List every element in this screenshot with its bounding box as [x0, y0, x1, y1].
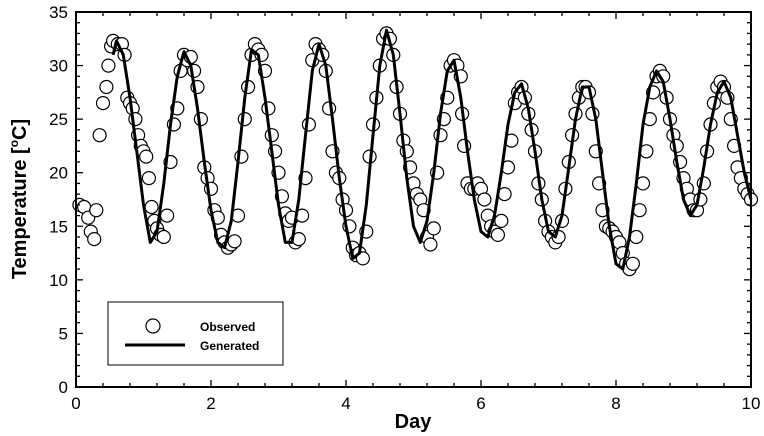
y-tick-label: 30 — [49, 57, 68, 76]
y-axis: 0 5 10 15 20 25 30 35 — [49, 3, 751, 397]
observed-point — [139, 149, 154, 164]
observed-point — [338, 203, 354, 218]
observed-point — [144, 199, 159, 215]
observed-point — [490, 227, 505, 242]
x-tick-label: 6 — [476, 394, 485, 413]
x-tick-label: 2 — [206, 394, 215, 413]
x-tick-label: 10 — [742, 394, 761, 413]
y-tick-label: 10 — [49, 271, 68, 290]
observed-point — [477, 192, 492, 207]
legend-box — [107, 301, 284, 366]
observed-point — [433, 128, 448, 143]
observed-point — [301, 117, 316, 132]
observed-point — [99, 79, 114, 95]
x-tick-label: 4 — [341, 394, 350, 413]
observed-points — [72, 26, 759, 277]
legend-observed-label: Observed — [200, 320, 255, 334]
x-tick-label: 8 — [611, 394, 620, 413]
observed-point — [156, 229, 171, 245]
y-tick-label: 15 — [49, 217, 68, 236]
observed-point — [629, 229, 644, 245]
observed-point — [92, 128, 107, 143]
generated-line — [111, 28, 753, 271]
observed-point — [632, 203, 647, 218]
legend-generated-label: Generated — [200, 339, 259, 353]
y-tick-label: 0 — [59, 378, 68, 397]
observed-point — [160, 208, 175, 223]
y-tick-label: 25 — [49, 110, 68, 129]
observed-point — [635, 176, 651, 191]
observed-point — [141, 171, 156, 186]
observed-point — [87, 232, 102, 247]
observed-point — [494, 213, 509, 228]
observed-point — [227, 234, 242, 249]
x-axis: 0 2 4 6 8 10 — [71, 12, 760, 413]
observed-point — [355, 251, 370, 266]
x-axis-title: Day — [395, 411, 433, 433]
legend: Observed Generated — [107, 301, 284, 366]
y-tick-label: 5 — [59, 324, 68, 343]
observed-point — [625, 256, 641, 271]
observed-point — [237, 111, 252, 127]
y-axis-title-sup: o — [7, 140, 21, 147]
observed-point — [95, 95, 111, 111]
y-tick-label: 20 — [49, 164, 68, 183]
y-axis-title: Temperature [oC] — [7, 119, 31, 279]
plot-frame — [75, 11, 752, 388]
observed-point — [423, 237, 438, 252]
observed-point — [426, 221, 441, 236]
observed-point — [101, 58, 116, 73]
y-axis-title-unit: C] — [9, 119, 31, 140]
x-tick-label: 0 — [71, 394, 80, 413]
observed-point — [89, 203, 104, 218]
legend-observed-marker — [145, 318, 161, 334]
y-tick-label: 35 — [49, 3, 68, 22]
y-axis-title-main: Temperature [ — [9, 147, 31, 279]
